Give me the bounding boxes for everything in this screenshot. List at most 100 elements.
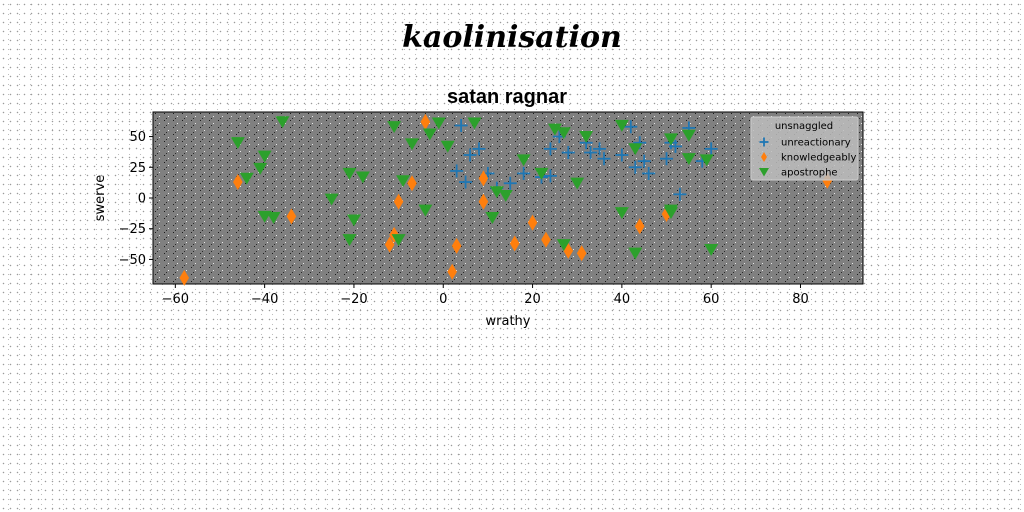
apostrophe-point bbox=[266, 212, 281, 224]
apostrophe-point bbox=[663, 133, 678, 146]
y-tick-label: 50 bbox=[129, 130, 146, 145]
apostrophe-point bbox=[570, 177, 585, 190]
chart-title: satan ragnar bbox=[447, 86, 567, 108]
unreactionary-point bbox=[472, 142, 486, 156]
apostrophe-point bbox=[663, 207, 678, 220]
legend-marker-unreactionary bbox=[759, 137, 769, 147]
x-tick-label: 60 bbox=[703, 292, 720, 307]
apostrophe-point bbox=[498, 189, 513, 202]
apostrophe-point bbox=[440, 140, 455, 153]
apostrophe-point bbox=[230, 137, 245, 150]
apostrophe-point bbox=[422, 128, 437, 141]
x-tick-label: −40 bbox=[251, 292, 278, 307]
knowledgeably-point bbox=[576, 245, 587, 262]
apostrophe-point bbox=[342, 167, 357, 180]
knowledgeably-point bbox=[822, 172, 833, 189]
unreactionary-point bbox=[628, 160, 642, 174]
unreactionary-point bbox=[450, 164, 464, 178]
apostrophe-point bbox=[418, 204, 433, 217]
x-tick-label: −20 bbox=[340, 292, 367, 307]
unreactionary-point bbox=[660, 152, 674, 166]
unreactionary-point bbox=[543, 169, 557, 183]
unreactionary-point bbox=[615, 148, 629, 162]
unreactionary-point bbox=[642, 166, 656, 180]
apostrophe-point bbox=[404, 138, 419, 151]
legend-label: unreactionary bbox=[781, 138, 851, 149]
legend-title: unsnaggled bbox=[775, 121, 833, 132]
unreactionary-point bbox=[454, 119, 468, 133]
unreactionary-point bbox=[503, 176, 517, 190]
unreactionary-point bbox=[463, 148, 477, 162]
y-axis: −50 −25 0 25 50 bbox=[119, 130, 153, 268]
knowledgeably-point bbox=[393, 193, 404, 210]
legend-marker-apostrophe bbox=[759, 168, 769, 177]
apostrophe-point bbox=[467, 117, 482, 130]
apostrophe-point bbox=[681, 153, 696, 165]
unreactionary-point bbox=[561, 146, 575, 160]
unreactionary-point bbox=[517, 166, 531, 180]
apostrophe-point bbox=[516, 154, 531, 167]
data-markers bbox=[179, 113, 833, 286]
knowledgeably-point bbox=[527, 214, 538, 231]
apostrophe-point bbox=[489, 186, 504, 199]
unreactionary-point bbox=[584, 146, 598, 160]
apostrophe-point bbox=[614, 119, 629, 132]
unreactionary-point bbox=[624, 120, 638, 134]
apostrophe-point bbox=[534, 167, 549, 180]
y-tick-label: 25 bbox=[129, 161, 146, 176]
apostrophe-point bbox=[614, 207, 629, 220]
apostrophe-point bbox=[387, 121, 402, 134]
knowledgeably-point bbox=[179, 269, 190, 286]
knowledgeably-point bbox=[420, 113, 431, 130]
apostrophe-point bbox=[556, 127, 571, 140]
apostrophe-point bbox=[547, 123, 562, 136]
unreactionary-point bbox=[704, 142, 718, 156]
apostrophe-point bbox=[579, 130, 594, 143]
knowledgeably-point bbox=[541, 231, 551, 248]
y-tick-label: 0 bbox=[138, 192, 146, 207]
apostrophe-point bbox=[239, 172, 254, 185]
knowledgeably-point bbox=[478, 170, 489, 187]
unreactionary-point bbox=[637, 154, 651, 168]
apostrophe-point bbox=[324, 193, 339, 206]
knowledgeably-point bbox=[478, 193, 489, 210]
unreactionary-point bbox=[668, 139, 682, 153]
apostrophe-point bbox=[704, 244, 719, 256]
apostrophe-point bbox=[485, 212, 500, 224]
knowledgeably-point bbox=[384, 236, 395, 253]
x-tick-label: 20 bbox=[524, 292, 541, 307]
legend-box bbox=[750, 116, 859, 181]
y-tick-label: −25 bbox=[119, 222, 146, 237]
x-tick-label: −60 bbox=[162, 292, 189, 307]
unreactionary-point bbox=[593, 142, 607, 156]
knowledgeably-point bbox=[634, 218, 645, 235]
apostrophe-point bbox=[628, 247, 643, 260]
apostrophe-point bbox=[346, 214, 361, 227]
legend-marker-knowledgeably bbox=[761, 152, 767, 162]
apostrophe-point bbox=[681, 129, 696, 142]
apostrophe-point bbox=[628, 143, 643, 156]
knowledgeably-point bbox=[286, 208, 297, 225]
x-tick-label: 40 bbox=[614, 292, 631, 307]
apostrophe-point bbox=[355, 171, 370, 184]
apostrophe-point bbox=[431, 117, 446, 130]
unreactionary-point bbox=[673, 187, 687, 201]
y-tick-label: −50 bbox=[119, 253, 146, 268]
unreactionary-point bbox=[459, 175, 473, 189]
knowledgeably-point bbox=[233, 174, 243, 191]
legend: unsnaggled unreactionary knowledgeably apo… bbox=[750, 116, 859, 181]
knowledgeably-point bbox=[509, 235, 520, 252]
apostrophe-point bbox=[699, 154, 714, 167]
apostrophe-point bbox=[391, 234, 406, 247]
x-axis: −60 −40 −20 0 20 40 60 80 bbox=[162, 284, 809, 307]
x-tick-label: 0 bbox=[439, 292, 447, 307]
figure-suptitle: kaolinisation bbox=[402, 20, 622, 55]
unreactionary-point bbox=[597, 152, 611, 166]
x-tick-label: 80 bbox=[792, 292, 809, 307]
apostrophe-point bbox=[556, 239, 571, 251]
knowledgeably-point bbox=[407, 175, 417, 192]
y-axis-label: swerve bbox=[93, 175, 108, 221]
unreactionary-point bbox=[543, 142, 557, 156]
x-axis-label: wrathy bbox=[486, 314, 531, 329]
